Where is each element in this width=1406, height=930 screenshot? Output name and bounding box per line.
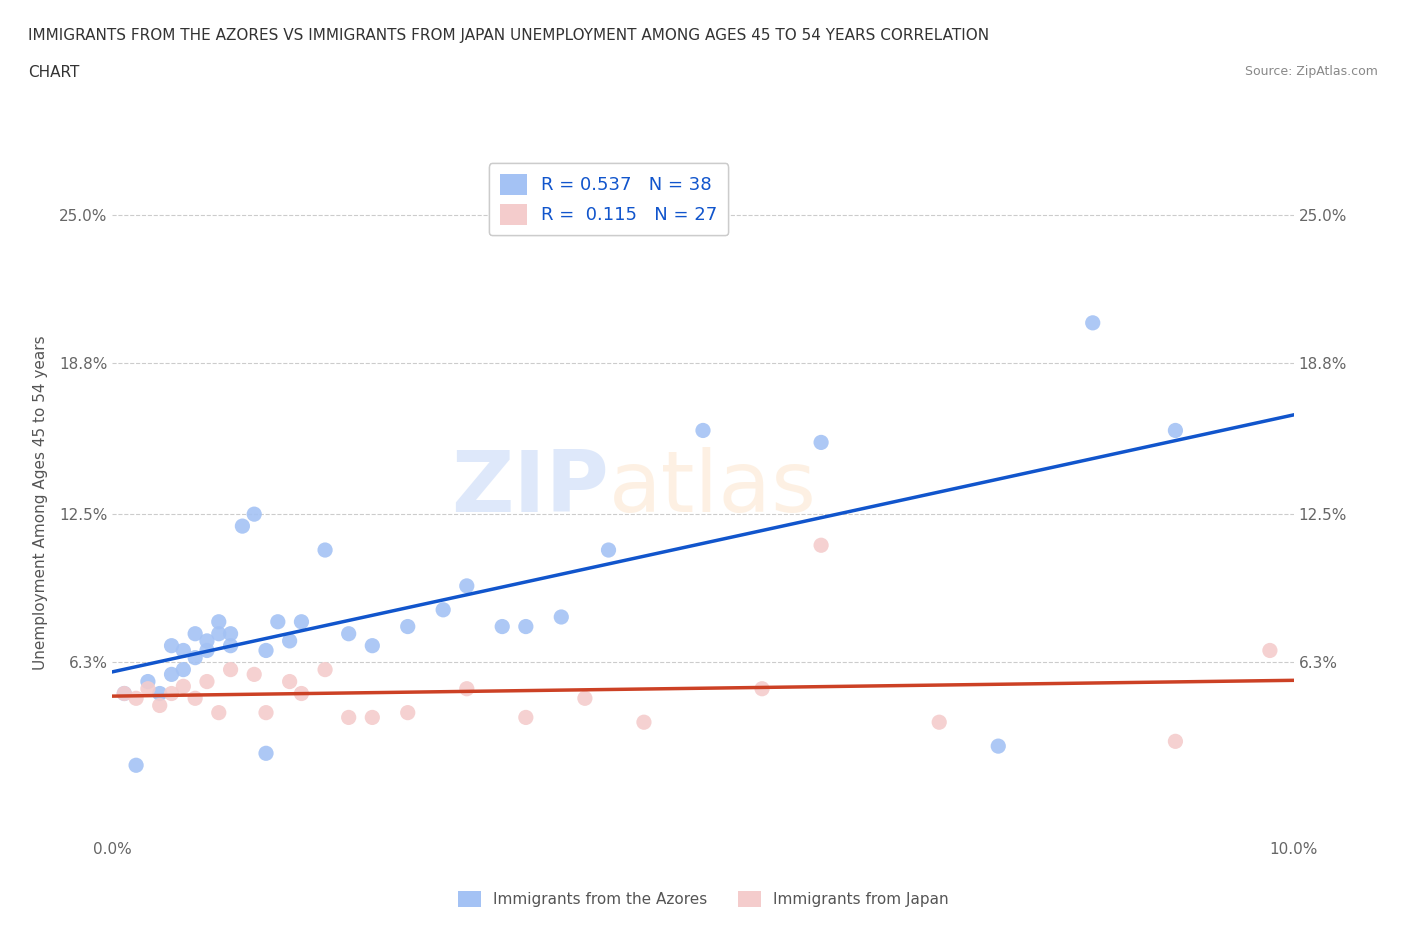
Point [1258,643,1281,658]
Point [195,633,218,648]
Point [254,643,277,658]
Point [278,633,301,648]
Y-axis label: Unemployment Among Ages 45 to 54 years: Unemployment Among Ages 45 to 54 years [34,335,48,670]
Point [125,758,148,773]
Point [1081,315,1104,330]
Point [278,674,301,689]
Point [515,710,537,724]
Point [1164,734,1187,749]
Point [337,626,360,641]
Point [574,691,596,706]
Point [810,538,832,552]
Text: Source: ZipAtlas.com: Source: ZipAtlas.com [1244,65,1378,78]
Point [928,715,950,730]
Point [112,686,135,701]
Legend: Immigrants from the Azores, Immigrants from Japan: Immigrants from the Azores, Immigrants f… [451,884,955,913]
Point [337,710,360,724]
Point [160,638,183,653]
Point [432,603,454,618]
Point [243,667,266,682]
Point [456,682,478,697]
Point [751,682,773,697]
Point [208,615,231,630]
Point [219,638,242,653]
Point [243,507,266,522]
Point [172,679,194,694]
Point [136,674,159,689]
Point [136,682,159,697]
Point [231,519,253,534]
Point [314,662,336,677]
Point [987,738,1010,753]
Point [290,686,312,701]
Point [254,705,277,720]
Point [219,626,242,641]
Point [254,746,277,761]
Text: atlas: atlas [609,447,817,530]
Point [112,686,135,701]
Point [361,638,384,653]
Point [172,662,194,677]
Point [149,698,172,713]
Point [515,619,537,634]
Point [125,691,148,706]
Point [184,691,207,706]
Point [290,615,312,630]
Point [184,626,207,641]
Point [149,686,172,701]
Text: ZIP: ZIP [451,447,609,530]
Point [396,619,419,634]
Text: IMMIGRANTS FROM THE AZORES VS IMMIGRANTS FROM JAPAN UNEMPLOYMENT AMONG AGES 45 T: IMMIGRANTS FROM THE AZORES VS IMMIGRANTS… [28,28,990,43]
Point [1164,423,1187,438]
Point [219,662,242,677]
Point [160,667,183,682]
Text: CHART: CHART [28,65,80,80]
Point [491,619,513,634]
Point [172,643,194,658]
Point [208,705,231,720]
Point [267,615,290,630]
Point [314,542,336,557]
Point [396,705,419,720]
Point [208,626,231,641]
Point [361,710,384,724]
Point [810,435,832,450]
Point [160,686,183,701]
Point [456,578,478,593]
Point [692,423,714,438]
Point [633,715,655,730]
Point [550,609,572,624]
Point [598,542,620,557]
Legend: R = 0.537   N = 38, R =  0.115   N = 27: R = 0.537 N = 38, R = 0.115 N = 27 [489,163,728,235]
Point [195,643,218,658]
Point [184,650,207,665]
Point [195,674,218,689]
